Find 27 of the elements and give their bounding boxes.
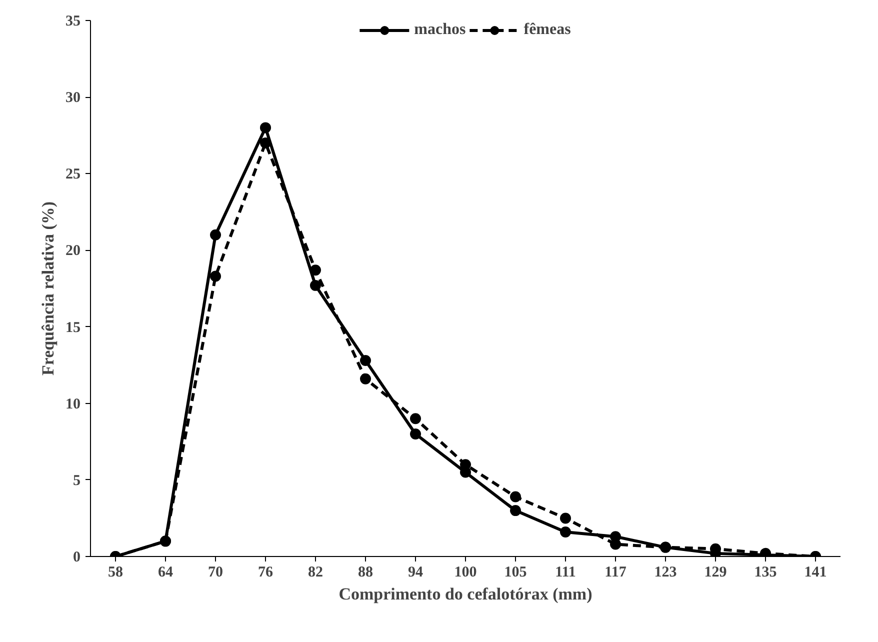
y-tick-label: 25 [66,166,80,183]
y-axis-title: Frequência relativa (%) [38,201,58,376]
x-tick-label: 129 [704,564,727,580]
x-tick-label: 105 [504,564,527,580]
y-tick-label: 5 [73,472,80,489]
y-tick-label: 0 [73,550,80,566]
x-tick-label: 94 [408,564,424,580]
x-tick-label: 82 [308,564,323,580]
y-tick-label: 35 [66,14,80,30]
x-tick-label: 58 [108,564,123,580]
x-tick-label: 100 [454,564,477,580]
x-tick-label: 141 [804,564,827,580]
legend-label: machos [414,21,466,39]
x-tick-label: 111 [555,564,576,580]
x-axis-title: Comprimento do cefalotórax (mm) [338,584,592,604]
y-tick-label: 20 [66,243,80,260]
x-tick-label: 70 [208,564,223,580]
x-tick-label: 123 [654,564,677,580]
x-tick-label: 88 [358,564,373,580]
y-tick-label: 15 [66,320,80,336]
x-tick-label: 64 [158,564,174,580]
x-tick-label: 135 [754,564,777,580]
x-tick-label: 76 [258,564,274,580]
y-tick-label: 10 [66,396,80,412]
legend-label: fêmeas [524,21,571,39]
y-tick-label: 30 [66,90,80,106]
x-tick-label: 117 [604,564,627,580]
